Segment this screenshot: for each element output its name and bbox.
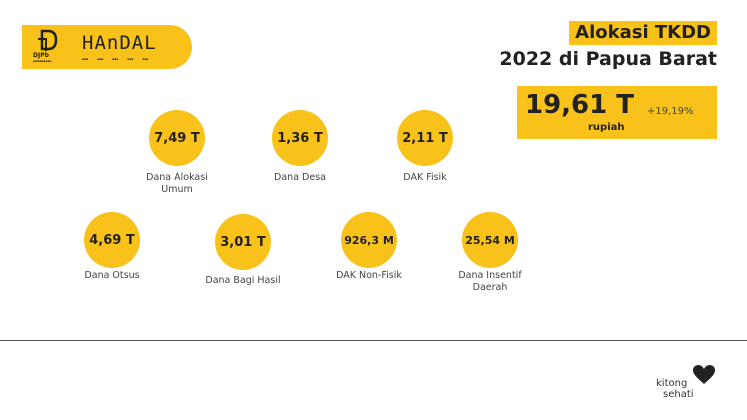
total-growth: +19,19%: [647, 106, 694, 117]
allocation-circle-dau: 7,49 T: [149, 110, 205, 166]
page-subtitle: 2022 di Papua Barat: [499, 48, 717, 70]
allocation-circle-dana-desa: 1,36 T: [272, 110, 328, 166]
allocation-label: DAK Non-Fisik: [336, 270, 402, 281]
total-box: 19,61 T rupiah +19,19%: [517, 86, 717, 139]
allocation-label: Dana Bagi Hasil: [205, 275, 281, 286]
total-unit: rupiah: [588, 122, 625, 133]
brand-text-line2: sehati: [663, 389, 694, 400]
allocation-value: 926,3 M: [344, 233, 394, 247]
logo-banner: DJPb ▪▪▪▪▪▪▪▪▪ HAnDAL ▪▪▪ ▪▪▪ ▪▪▪ ▪▪▪ ▪▪…: [22, 25, 192, 69]
allocation-value: 3,01 T: [220, 234, 266, 250]
allocation-label: Dana Otsus: [84, 270, 140, 281]
handal-logo-text: HAnDAL: [82, 32, 157, 54]
djpb-logo-subtext: ▪▪▪▪▪▪▪▪▪: [33, 59, 52, 63]
divider: [0, 340, 747, 341]
allocation-circle-otsus: 4,69 T: [84, 212, 140, 268]
page-title: Alokasi TKDD: [569, 21, 717, 45]
total-value: 19,61 T: [525, 90, 635, 120]
allocation-value: 2,11 T: [402, 130, 448, 146]
allocation-value: 4,69 T: [89, 232, 135, 248]
heart-icon: [693, 365, 715, 384]
allocation-label: Dana Desa: [274, 172, 326, 183]
allocation-circle-dbh: 3,01 T: [215, 214, 271, 270]
allocation-circle-dak-nonfisik: 926,3 M: [341, 212, 397, 268]
allocation-circle-insentif: 25,54 M: [462, 212, 518, 268]
allocation-value: 7,49 T: [154, 130, 200, 146]
kitong-sehati-logo: kitong sehati: [652, 364, 722, 408]
allocation-label: Dana Insentif Daerah: [458, 270, 522, 293]
allocation-value: 1,36 T: [277, 130, 323, 146]
djpb-logo-icon: [38, 29, 58, 51]
brand-text-line1: kitong: [656, 378, 688, 389]
allocation-label: DAK Fisik: [403, 172, 447, 183]
allocation-circle-dak-fisik: 2,11 T: [397, 110, 453, 166]
djpb-logo-text: DJPb: [33, 52, 49, 59]
allocation-label: Dana Alokasi Umum: [146, 172, 208, 195]
handal-logo-subtext: ▪▪▪ ▪▪▪ ▪▪▪ ▪▪▪ ▪▪▪: [82, 57, 149, 61]
allocation-value: 25,54 M: [465, 233, 515, 247]
